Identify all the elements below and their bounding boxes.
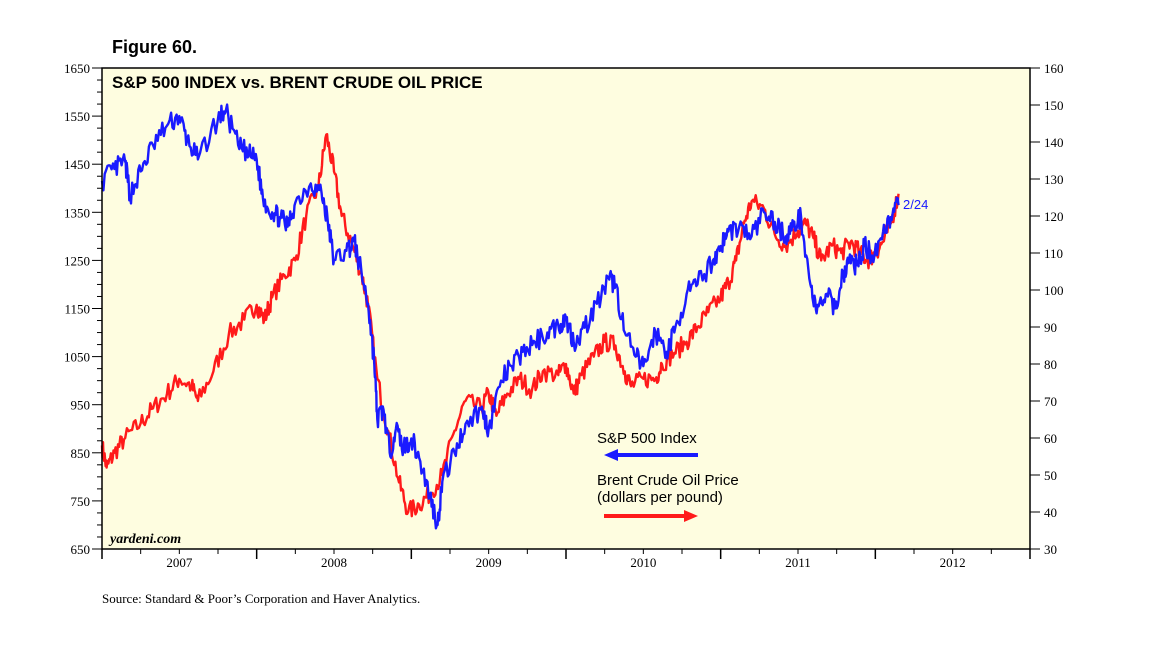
right-axis-tick-label: 40 [1044, 505, 1057, 520]
legend-sp500-label: S&P 500 Index [597, 430, 697, 447]
left-axis-tick-label: 1050 [64, 350, 90, 365]
legend-brent-unit: (dollars per pound) [597, 489, 723, 506]
right-axis-tick-label: 70 [1044, 394, 1057, 409]
left-axis-tick-label: 1650 [64, 61, 90, 76]
right-axis-tick-label: 80 [1044, 357, 1057, 372]
last-date-label: 2/24 [903, 197, 928, 212]
right-axis-tick-label: 140 [1044, 135, 1064, 150]
right-axis-tick-label: 90 [1044, 320, 1057, 335]
watermark: yardeni.com [108, 532, 181, 547]
x-axis-tick-label: 2011 [785, 555, 811, 570]
sp500-line [100, 103, 900, 530]
legend-brent-label: Brent Crude Oil Price [597, 472, 739, 489]
x-axis-tick-label: 2008 [321, 555, 347, 570]
right-axis-tick-label: 120 [1044, 209, 1064, 224]
chart-title: S&P 500 INDEX vs. BRENT CRUDE OIL PRICE [112, 73, 483, 92]
left-axis-tick-label: 650 [71, 542, 91, 557]
legend-sp500-arrow [604, 449, 698, 461]
left-axis-tick-label: 850 [71, 446, 91, 461]
right-axis-tick-label: 100 [1044, 283, 1064, 298]
left-axis-tick-label: 750 [71, 494, 91, 509]
left-axis-tick-label: 1350 [64, 205, 90, 220]
right-axis-tick-label: 130 [1044, 172, 1064, 187]
left-axis-tick-label: 950 [71, 398, 91, 413]
figure-label: Figure 60. [112, 37, 198, 57]
x-axis-tick-label: 2009 [476, 555, 502, 570]
x-axis-tick-label: 2010 [630, 555, 656, 570]
plot-border [101, 67, 1031, 550]
right-axis-tick-label: 50 [1044, 468, 1057, 483]
source-note: Source: Standard & Poor’s Corporation an… [102, 591, 421, 606]
right-axis-tick-label: 110 [1044, 246, 1063, 261]
left-axis-tick-label: 1250 [64, 253, 90, 268]
right-axis-tick-label: 60 [1044, 431, 1057, 446]
right-axis-tick-label: 30 [1044, 542, 1057, 557]
legend-brent-arrow [604, 510, 698, 522]
right-axis-tick-label: 150 [1044, 98, 1064, 113]
left-axis-tick-label: 1150 [64, 302, 90, 317]
right-axis-tick-label: 160 [1044, 61, 1064, 76]
x-axis-tick-label: 2012 [940, 555, 966, 570]
x-axis-tick-label: 2007 [166, 555, 193, 570]
brent-oil-line [100, 132, 900, 518]
left-axis-tick-label: 1550 [64, 109, 90, 124]
left-axis-tick-label: 1450 [64, 157, 90, 172]
